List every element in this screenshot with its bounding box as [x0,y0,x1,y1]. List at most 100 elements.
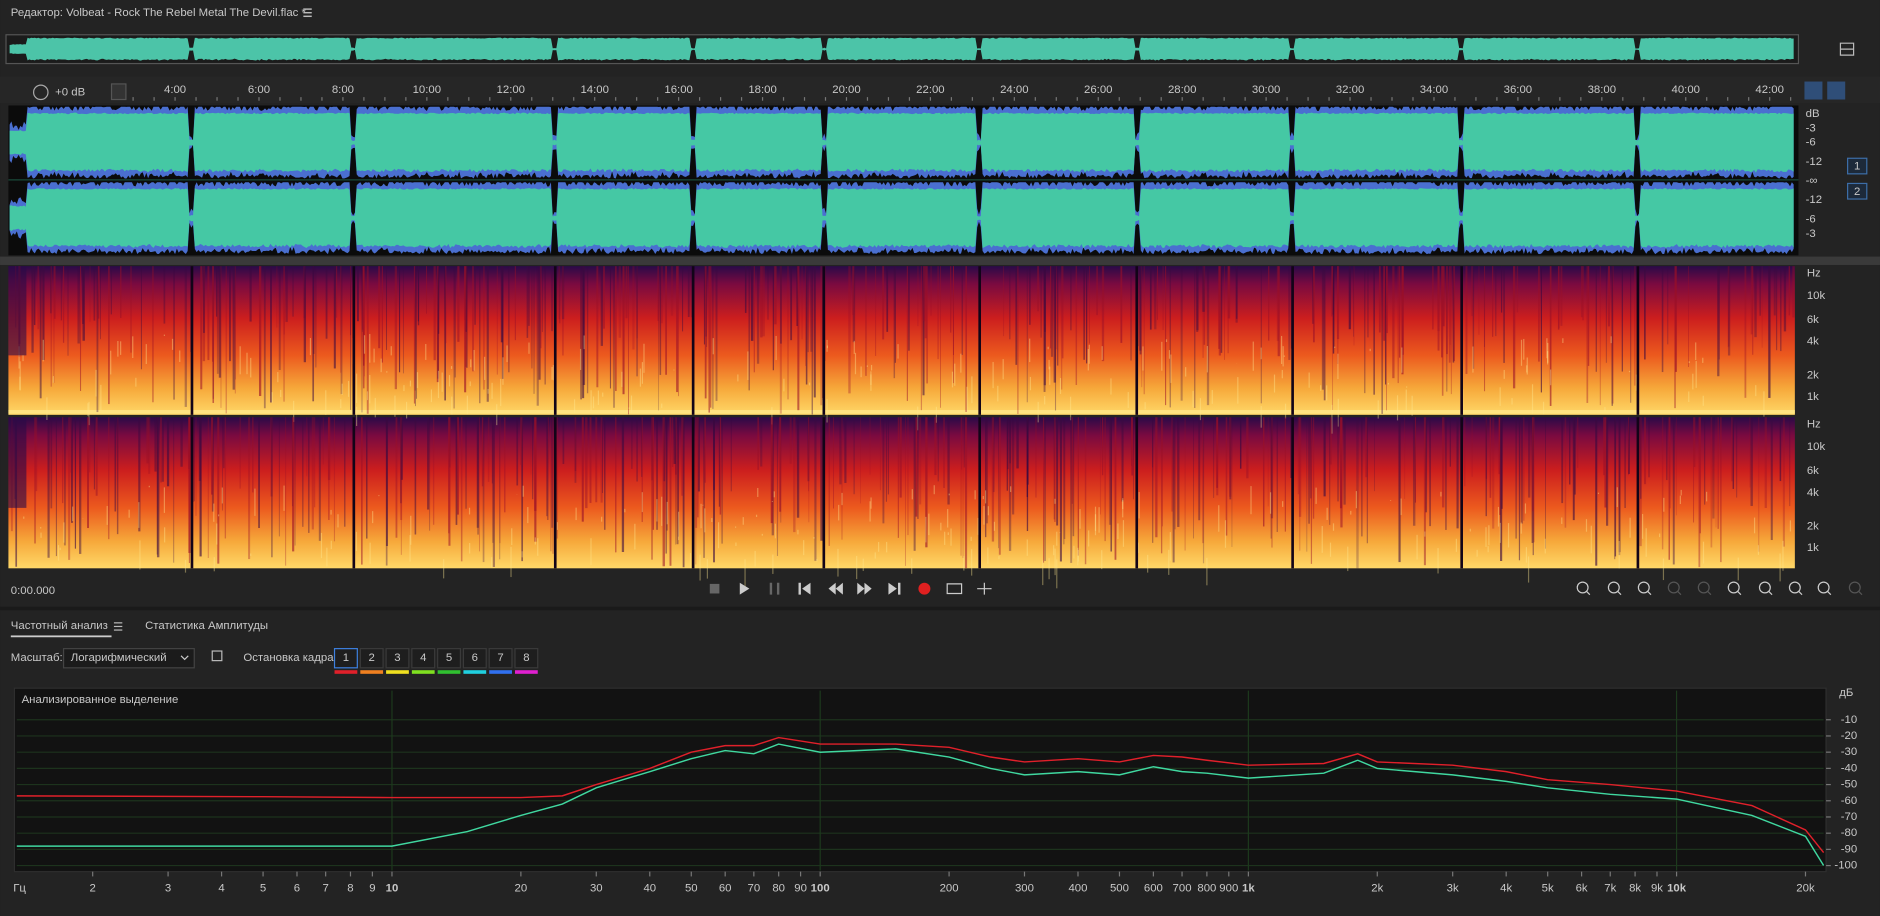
spectrogram-streak [1220,266,1223,353]
record-button[interactable] [918,582,931,595]
x-tick-label: 400 [1068,882,1087,894]
spectrogram-streak [986,417,988,524]
spectrogram-streak [1717,417,1719,529]
spectrogram-streak [1614,417,1617,557]
channel-button[interactable] [1847,182,1868,200]
y-tick-label: -10 [1841,714,1857,726]
spectrogram-highlight [1269,492,1272,514]
copy-button[interactable] [211,650,223,662]
spectrogram-streak [695,417,697,565]
spectrogram-streak [97,266,100,319]
spectrogram-streak [1260,266,1262,404]
spectrogram-highlight [369,542,371,564]
spectrogram-streak [1453,266,1455,362]
spectrogram-streak [1143,266,1145,395]
spectrogram-highlight [100,384,102,411]
freeze-button-label: 6 [472,652,478,664]
freeze-button[interactable] [514,648,539,669]
zoom-button[interactable] [1637,581,1650,594]
transport-button[interactable] [709,583,720,594]
zoom-button[interactable] [1788,581,1801,594]
zoom-button[interactable] [1697,581,1710,594]
snap-button[interactable] [1804,81,1823,100]
volume-label[interactable]: +0 dB [55,86,85,98]
spectrogram-channel-1[interactable] [8,266,1795,415]
spectrogram-highlight [18,346,20,369]
freeze-button[interactable] [333,648,358,669]
spectrogram-highlight [1002,359,1004,380]
x-tick-label: 60 [719,882,732,894]
spectrogram-streak [940,266,941,408]
spectrogram-streak [1367,266,1369,338]
zoom-button[interactable] [1576,581,1589,594]
spectrogram-highlight [184,559,187,573]
spectrogram-streak [540,266,542,349]
spectrogram-streak [1577,417,1579,468]
transport-button[interactable] [798,582,811,595]
zoom-button[interactable] [1817,581,1830,594]
spectrogram-streak [302,417,304,527]
spectrogram-streak [108,266,110,405]
spectrogram-highlight [213,503,215,522]
channel-button[interactable] [1847,157,1868,175]
transport-button[interactable] [946,583,963,595]
spectrogram-streak [37,266,40,330]
spectrogram-streak [1750,266,1753,335]
transport-button[interactable] [857,582,872,595]
spectrogram-streak [767,266,769,320]
scale-value[interactable]: Логарифмический [71,652,167,664]
overview-icon[interactable] [1839,42,1855,56]
transport-button[interactable] [769,582,780,595]
spectrogram-streak [173,417,175,563]
spectrogram-highlight [1416,534,1418,560]
tab-amplitude[interactable]: Статистика Амплитуды [145,620,268,632]
spectrogram-highlight [661,496,663,526]
spectrogram-streak [1172,417,1175,563]
spectrogram-streak [721,417,723,544]
freeze-button[interactable] [462,648,487,669]
freeze-button[interactable] [359,648,384,669]
zoom-button[interactable] [1667,581,1680,594]
spectrogram-streak [1450,266,1452,395]
volume-knob[interactable] [32,84,49,101]
zoom-button[interactable] [1758,581,1771,594]
transport-button[interactable] [977,582,992,595]
spectrogram-streak [1006,417,1008,491]
zoom-button[interactable] [1607,581,1620,594]
spectrogram-streak [70,417,72,473]
spectrogram-streak [50,266,52,314]
spectrogram-highlight [1087,349,1089,371]
tab-frequency[interactable]: Частотный анализ [11,620,108,632]
zoom-button[interactable] [1727,581,1740,594]
spectrogram-streak [636,266,638,339]
freeze-button[interactable] [437,648,462,669]
spectrogram-streak [248,417,251,560]
freeze-button[interactable] [488,648,513,669]
spectrogram-streak [479,266,481,404]
transport-button[interactable] [739,582,750,595]
tab-menu-icon[interactable] [113,622,123,631]
menu-icon[interactable] [303,8,312,18]
spectrogram-streak [203,266,205,333]
spectrogram-highlight [1260,347,1262,360]
marker-button[interactable] [1827,81,1846,100]
spectrogram-highlight [106,505,108,525]
spectrogram-highlight [72,506,74,522]
transport-button[interactable] [888,582,901,595]
scale-dropdown[interactable] [62,648,195,669]
transport-button[interactable] [828,582,843,595]
spectrogram-streak [308,417,310,533]
spectrogram-highlight [403,385,405,392]
segment-gap [1636,417,1640,569]
spectrogram-streak [665,417,667,554]
spectrogram-highlight [1618,540,1620,569]
spectrogram-highlight [1331,404,1333,434]
zoom-button[interactable] [1848,581,1861,594]
spectrogram-streak [998,417,1001,555]
freeze-button[interactable] [411,648,436,669]
freeze-button-label: 2 [369,652,375,664]
pin-button[interactable] [110,83,127,101]
spectrogram-streak [828,417,830,546]
freeze-button[interactable] [385,648,410,669]
spectrogram-highlight [573,399,576,414]
